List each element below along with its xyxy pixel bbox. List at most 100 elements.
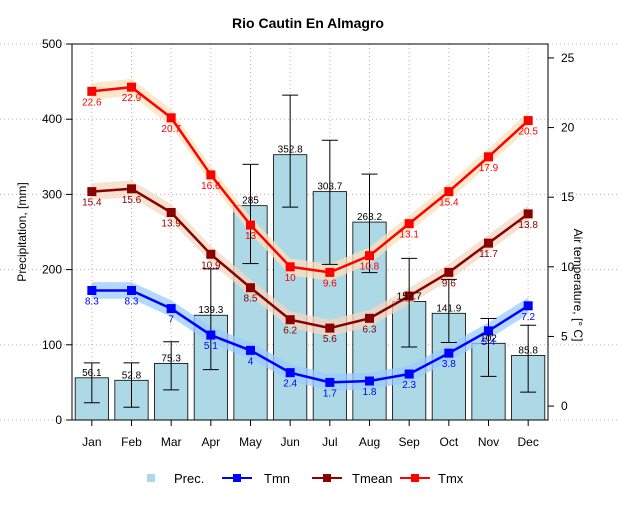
marker-tmean — [246, 283, 255, 293]
x-axis-tick-label: Dec — [517, 435, 538, 449]
y-axis-left-label: Precipitation, [mm] — [15, 182, 29, 281]
label-tmean: 9.6 — [442, 278, 456, 289]
label-tmean: 11.7 — [479, 249, 498, 260]
temperature-bands — [91, 78, 529, 391]
left-axis-tick-label: 400 — [42, 112, 62, 126]
temperature-lines — [87, 82, 533, 387]
marker-tmx — [325, 267, 335, 277]
x-axis-tick-label: Jan — [82, 435, 101, 449]
marker-tmn — [166, 304, 176, 314]
band-tmean — [91, 180, 529, 337]
label-tmn: 4 — [248, 356, 254, 367]
x-axis-tick-label: Aug — [359, 435, 380, 449]
label-tmean: 15.4 — [82, 198, 102, 209]
label-tmx: 17.9 — [479, 163, 499, 174]
x-axis-tick-label: Apr — [201, 435, 220, 449]
axes: 0 100 200 300 400 500 0 5 10 15 20 25 Jan Feb Mar Apr Ma… — [42, 37, 575, 449]
label-tmn: 7.2 — [521, 312, 535, 323]
precipitation-value-label: 303.7 — [317, 182, 342, 193]
chart-title: Rio Cautin En Almagro — [232, 15, 384, 31]
label-tmean: 6.2 — [283, 326, 297, 337]
marker-tmean — [523, 209, 533, 219]
left-axis-tick-label: 300 — [42, 187, 62, 201]
label-tmn: 2.4 — [283, 379, 297, 390]
marker-tmx — [246, 220, 255, 230]
marker-tmn — [365, 376, 374, 386]
marker-tmx — [87, 86, 97, 96]
marker-tmn — [246, 345, 255, 355]
precipitation-value-label: 157.7 — [397, 291, 422, 302]
marker-tmx — [404, 219, 414, 229]
band-tmn — [91, 282, 529, 391]
marker-tmx — [166, 113, 176, 123]
marker-tmean — [404, 291, 414, 301]
label-tmx: 10.8 — [360, 262, 380, 273]
marker-tmean — [166, 208, 176, 218]
precipitation-value-label: 85.8 — [518, 345, 538, 356]
label-tmn: 2.3 — [402, 380, 416, 391]
marker-tmn — [325, 377, 335, 387]
legend: Prec. Tmn Tmean Tmx — [147, 471, 464, 486]
legend-marker-tmx — [411, 474, 419, 482]
x-axis-tick-label: Jun — [280, 435, 299, 449]
label-tmx: 13.1 — [399, 230, 419, 241]
right-axis-tick-label: 10 — [561, 260, 575, 274]
precipitation-value-label: 263.2 — [357, 212, 382, 223]
label-tmx: 20.7 — [161, 124, 181, 135]
label-tmn: 5.1 — [204, 341, 218, 352]
legend-label-tmean: Tmean — [352, 471, 392, 486]
legend-marker-tmn — [233, 474, 241, 482]
label-tmx: 10 — [285, 273, 297, 284]
right-axis-tick-label: 0 — [561, 399, 568, 413]
label-tmn: 5.4 — [482, 337, 496, 348]
marker-tmean — [444, 267, 454, 277]
label-tmn: 8.3 — [125, 296, 139, 307]
precipitation-value-label: 285 — [242, 196, 259, 207]
label-tmean: 5.6 — [323, 334, 337, 345]
marker-tmn — [444, 348, 454, 358]
legend-swatch-prec — [147, 474, 155, 482]
legend-label-tmx: Tmx — [438, 471, 464, 486]
marker-tmn — [523, 301, 533, 311]
marker-tmx — [127, 82, 136, 92]
label-tmx: 13 — [245, 231, 257, 242]
marker-tmx — [523, 116, 533, 126]
label-tmn: 8.3 — [85, 296, 99, 307]
line-tmn — [91, 289, 529, 384]
marker-tmean — [127, 184, 136, 194]
label-tmean: 13.8 — [518, 220, 538, 231]
label-tmean: 6.3 — [363, 324, 377, 335]
left-axis-tick-label: 0 — [55, 413, 62, 427]
left-axis-tick-label: 500 — [42, 37, 62, 51]
line-tmx — [91, 85, 530, 274]
data-labels: 56.1 52.8 75.3 139.3 285 352.8 303.7 263.2 157.7… — [82, 93, 538, 399]
x-axis-tick-label: Oct — [439, 435, 458, 449]
precipitation-value-label: 139.3 — [198, 305, 223, 316]
marker-tmn — [206, 330, 216, 340]
left-axis-tick-label: 100 — [42, 338, 62, 352]
plot-frame — [71, 43, 549, 421]
x-axis-tick-label: Feb — [121, 435, 142, 449]
marker-tmx — [444, 187, 454, 197]
right-axis-tick-label: 20 — [561, 121, 575, 135]
legend-label-tmn: Tmn — [264, 471, 290, 486]
marker-tmn — [285, 368, 295, 378]
marker-tmn — [127, 285, 136, 295]
precipitation-value-label: 352.8 — [278, 145, 303, 156]
marker-tmean — [325, 323, 335, 333]
right-axis-tick-label: 5 — [561, 329, 568, 343]
label-tmean: 10.9 — [201, 260, 221, 271]
marker-tmx — [365, 251, 374, 261]
precipitation-error-bars — [83, 94, 537, 408]
marker-tmn — [404, 369, 414, 379]
marker-tmean — [285, 315, 295, 325]
marker-tmx — [206, 170, 216, 180]
marker-tmean — [206, 249, 216, 259]
label-tmean: 15.6 — [122, 195, 142, 206]
precipitation-value-label: 102 — [480, 333, 497, 344]
label-tmx: 20.5 — [518, 127, 538, 138]
label-tmx: 9.6 — [323, 278, 337, 289]
line-tmean — [91, 187, 529, 330]
label-tmx: 22.9 — [122, 93, 142, 104]
precipitation-value-label: 75.3 — [161, 353, 181, 364]
